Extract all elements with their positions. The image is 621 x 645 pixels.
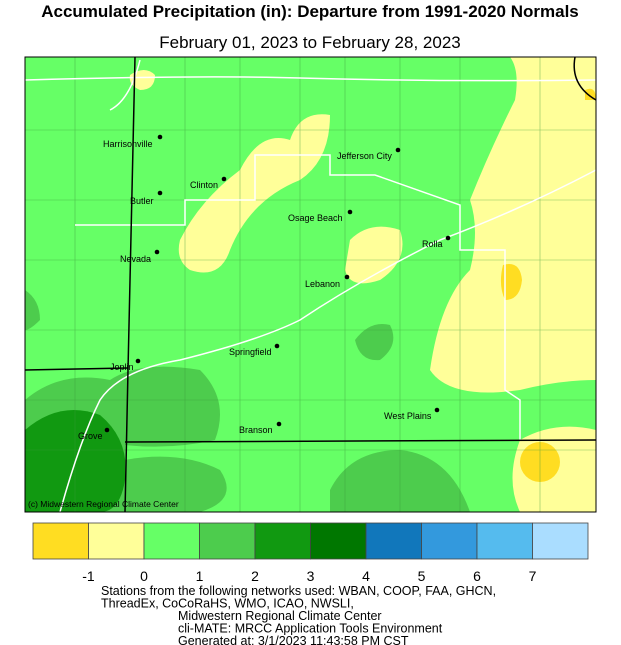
city-label: Springfield bbox=[229, 347, 272, 357]
roads bbox=[24, 59, 597, 513]
legend-swatch bbox=[421, 522, 478, 560]
city-dot bbox=[157, 134, 163, 140]
legend-swatch bbox=[32, 522, 89, 560]
city-label: Rolla bbox=[422, 239, 443, 249]
legend-swatch bbox=[143, 522, 200, 560]
region bbox=[500, 264, 522, 300]
legend-swatch bbox=[199, 522, 256, 560]
region bbox=[345, 226, 403, 284]
legend-swatch bbox=[365, 522, 422, 560]
city-label: West Plains bbox=[384, 411, 432, 421]
footer-line: Generated at: 3/1/2023 11:43:58 PM CST bbox=[178, 634, 409, 645]
footer-line: Stations from the following networks use… bbox=[101, 584, 496, 598]
legend-tick-label: 7 bbox=[529, 568, 537, 584]
legend-swatch bbox=[254, 522, 311, 560]
city-label: Butler bbox=[130, 196, 154, 206]
city-label: Clinton bbox=[190, 180, 218, 190]
region bbox=[125, 456, 227, 512]
city-dot bbox=[434, 407, 440, 413]
footer: Stations from the following networks use… bbox=[101, 584, 496, 645]
city-dot bbox=[347, 209, 353, 215]
map: Harrisonville Jefferson City Clinton Butler… bbox=[24, 56, 597, 513]
region bbox=[355, 324, 394, 361]
city-dot bbox=[445, 235, 451, 241]
city-label: Harrisonville bbox=[103, 139, 153, 149]
legend-tick-label: 4 bbox=[362, 568, 370, 584]
state-borders bbox=[24, 56, 597, 513]
city-dot bbox=[276, 421, 282, 427]
city-dot bbox=[104, 427, 110, 433]
legend-tick-label: 6 bbox=[473, 568, 481, 584]
title: Accumulated Precipitation (in): Departur… bbox=[41, 2, 579, 21]
credit: (c) Midwestern Regional Climate Center bbox=[28, 499, 179, 509]
map-border bbox=[24, 56, 597, 513]
legend-tick-label: 1 bbox=[196, 568, 204, 584]
city-dot bbox=[395, 147, 401, 153]
city-label: Jefferson City bbox=[337, 151, 392, 161]
footer-line: Midwestern Regional Climate Center bbox=[178, 609, 382, 623]
city-label: Nevada bbox=[120, 254, 151, 264]
region bbox=[585, 88, 596, 100]
city-dot bbox=[344, 274, 350, 280]
city-dot bbox=[221, 176, 227, 182]
city-dot bbox=[157, 190, 163, 196]
legend-tick-label: -1 bbox=[82, 568, 95, 584]
city-label: Joplin bbox=[110, 362, 134, 372]
city-label: Branson bbox=[239, 425, 273, 435]
legend: -1 0 1 2 3 4 5 6 7 bbox=[32, 522, 589, 584]
city-dot bbox=[135, 358, 141, 364]
city-label: Lebanon bbox=[305, 279, 340, 289]
subtitle: February 01, 2023 to February 28, 2023 bbox=[159, 33, 460, 52]
county-lines bbox=[25, 57, 596, 512]
legend-swatch bbox=[532, 522, 589, 560]
legend-tick-label: 5 bbox=[418, 568, 426, 584]
city-dot bbox=[274, 343, 280, 349]
city-label: Grove bbox=[78, 431, 103, 441]
legend-tick-label: 0 bbox=[140, 568, 148, 584]
legend-tick-label: 3 bbox=[307, 568, 315, 584]
footer-line: cli-MATE: MRCC Application Tools Environ… bbox=[178, 622, 443, 636]
footer-line: ThreadEx, CoCoRaHS, WMO, ICAO, NWSLI, bbox=[101, 597, 354, 611]
legend-swatch bbox=[310, 522, 367, 560]
legend-swatch bbox=[88, 522, 145, 560]
region bbox=[25, 290, 40, 330]
city-label: Osage Beach bbox=[288, 213, 343, 223]
legend-swatch bbox=[476, 522, 533, 560]
legend-tick-label: 2 bbox=[251, 568, 259, 584]
city-dot bbox=[154, 249, 160, 255]
cities: Harrisonville Jefferson City Clinton Butler… bbox=[78, 134, 451, 441]
